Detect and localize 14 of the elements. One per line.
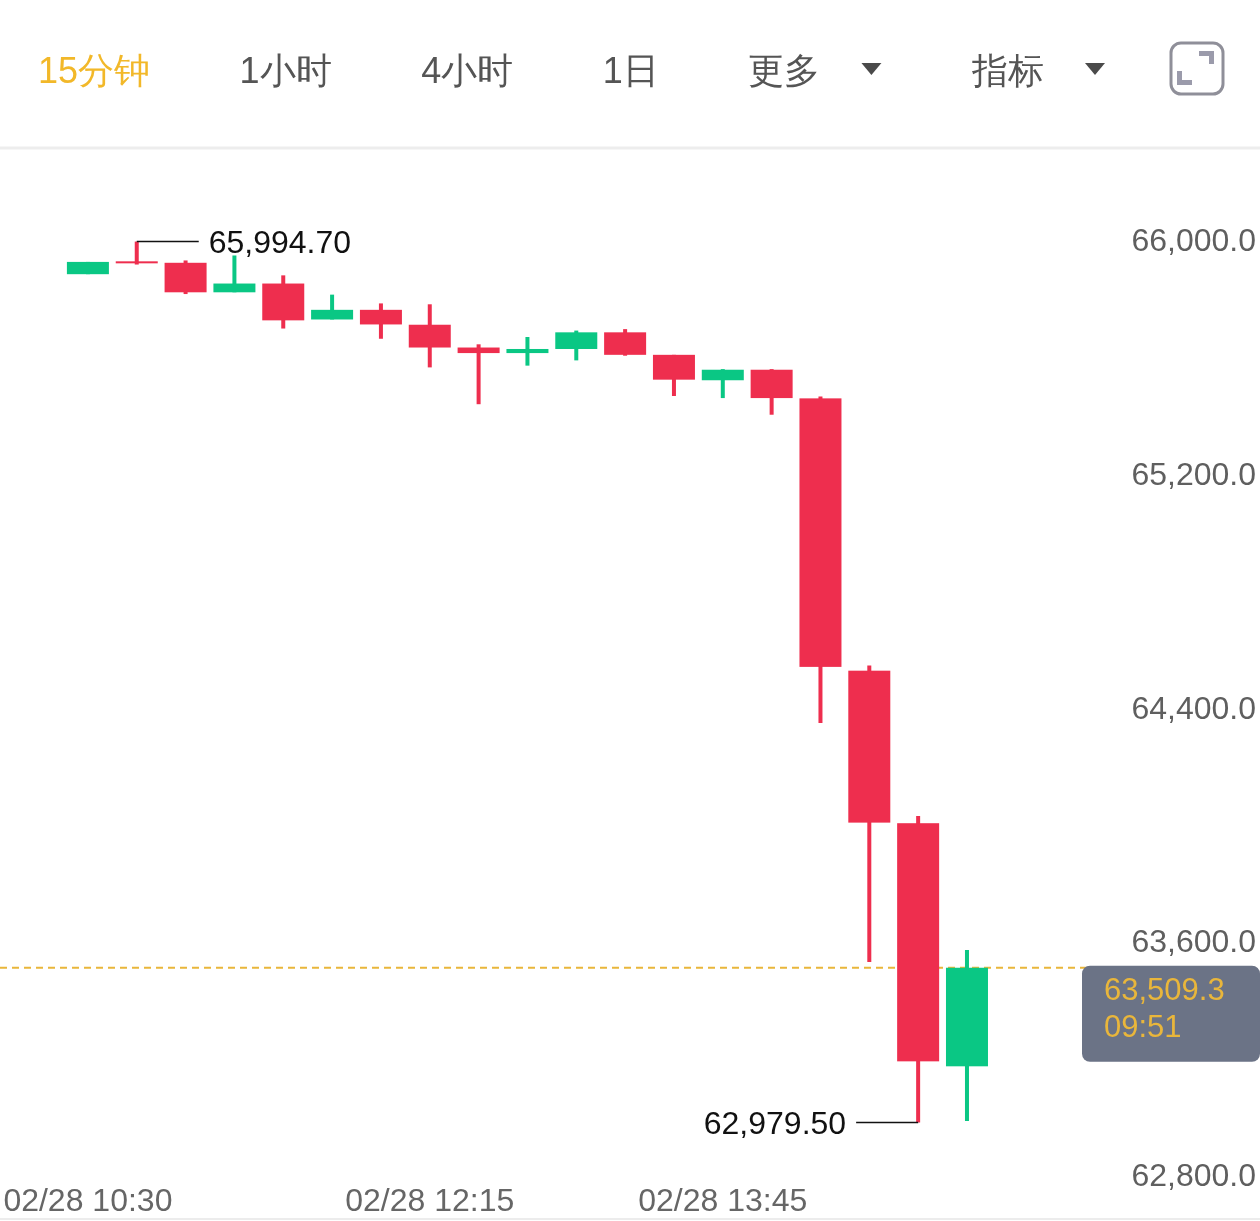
annotation: 62,979.50 xyxy=(703,1104,847,1141)
chart-title: 15分钟 xyxy=(38,49,151,91)
x-tick-label: 02/28 12:15 xyxy=(345,1182,515,1218)
y-tick-label: 66,000.0 xyxy=(1131,222,1256,258)
y-tick-label: 62,800.0 xyxy=(1131,1157,1256,1193)
y-tick-label: 65,200.0 xyxy=(1131,455,1256,492)
price-label: 63,509.3 09:51 xyxy=(1082,965,1260,1062)
toolbar: 15分钟 1小时 4小时 1日 更多 指标 xyxy=(38,49,1105,91)
y-tick-label: 64,400.0 xyxy=(1131,689,1256,726)
annotation: 65,994.70 xyxy=(208,223,352,260)
ref-line-label: 63,509.3 09:51 xyxy=(1104,972,1225,1045)
y-tick-label: 63,600.0 xyxy=(1131,923,1256,960)
x-tick-label: 02/28 10:30 xyxy=(3,1182,173,1218)
x-tick-label: 02/28 13:45 xyxy=(638,1182,808,1218)
